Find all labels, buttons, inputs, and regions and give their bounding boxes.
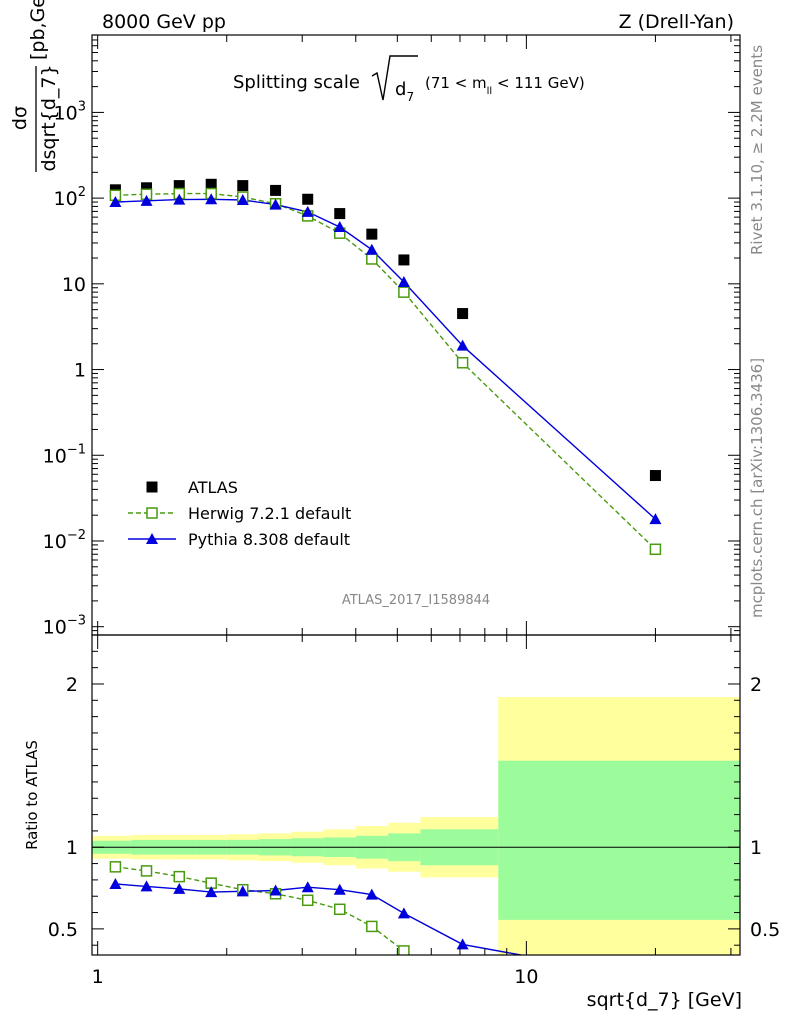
- ratio-pythia-8-308-default-point: [397, 907, 410, 919]
- legend-pythia-8-308-default-label: Pythia 8.308 default: [188, 530, 350, 549]
- pythia-8-308-default-point: [365, 243, 378, 255]
- atlas-point: [141, 182, 153, 194]
- pythia-8-308-default-point: [205, 193, 218, 205]
- analysis-watermark: ATLAS_2017_I1589844: [342, 593, 490, 608]
- ratio-frame: [91, 634, 741, 956]
- main-ytick-label: 1: [74, 360, 86, 382]
- ratio-ytick-label-right: 1: [750, 837, 762, 859]
- mcplots-label: mcplots.cern.ch [arXiv:1306.3436]: [748, 358, 766, 618]
- ratio-pythia-8-308-default-point: [365, 888, 378, 900]
- ratio-pythia-8-308-default-point: [173, 882, 186, 894]
- pythia-8-308-default-point: [269, 198, 282, 210]
- main-ylabel: dσ dsqrt{d_7} [pb,GeV-1]: [9, 0, 60, 172]
- ylabel-denominator: dsqrt{d_7}: [38, 64, 60, 171]
- pythia-8-308-default-point: [333, 221, 346, 233]
- rivet-label: Rivet 3.1.10, ≥ 2.2M events: [748, 45, 766, 255]
- ylabel-unit: [pb,GeV-1]: [25, 0, 49, 60]
- header-right: Z (Drell-Yan): [619, 11, 734, 33]
- ratio-ytick-label: 0.5: [48, 919, 78, 941]
- legend-atlas-marker: [146, 481, 158, 493]
- main-title-text: Splitting scale: [233, 72, 360, 93]
- ratio-pythia-8-308-default-point: [301, 881, 314, 893]
- main-ytick-label: 103: [54, 99, 86, 124]
- ratio-ylabel: Ratio to ATLAS: [23, 740, 41, 850]
- atlas-point: [334, 208, 346, 220]
- ratio-pythia-8-308-default-line: [115, 883, 521, 955]
- legend-herwig-7-2-1-default-label: Herwig 7.2.1 default: [188, 504, 351, 523]
- pythia-8-308-default-point: [236, 194, 249, 206]
- ratio-band-inner: [498, 760, 740, 920]
- ratio-ytick-label-right: 0.5: [750, 919, 780, 941]
- pythia-8-308-default-point: [397, 276, 410, 288]
- ratio-herwig-7-2-1-default-point: [333, 903, 346, 916]
- ratio-pythia-8-308-default-point: [236, 885, 249, 897]
- ratio-ytick-label: 2: [66, 674, 78, 696]
- pythia-8-308-default-point: [109, 196, 122, 208]
- pythia-8-308-default-point: [649, 513, 662, 525]
- atlas-point: [302, 193, 314, 205]
- atlas-point: [398, 254, 410, 266]
- atlas-point: [270, 184, 282, 196]
- ratio-pythia-8-308-default-point: [140, 880, 153, 892]
- title-symbol: d7: [395, 79, 414, 104]
- ratio-ytick-label: 1: [66, 837, 78, 859]
- main-ytick-label: 102: [54, 185, 86, 210]
- pythia-8-308-default-point: [173, 193, 186, 205]
- ratio-herwig-7-2-1-default-point: [366, 920, 378, 933]
- ratio-herwig-7-2-1-default-point: [140, 865, 153, 877]
- ratio-pythia-8-308-default-point: [269, 884, 282, 896]
- atlas-point: [457, 308, 469, 320]
- main-title: Splitting scale: [233, 72, 360, 93]
- atlas-point: [237, 180, 249, 192]
- ratio-herwig-7-2-1-default-point: [398, 945, 410, 955]
- ratio-pythia-8-308-default-point: [456, 938, 469, 950]
- herwig-7-2-1-default-point: [649, 543, 662, 556]
- ratio-ytick-label-right: 2: [750, 674, 762, 696]
- atlas-point: [173, 180, 185, 192]
- legend-atlas-label: ATLAS: [188, 478, 238, 497]
- atlas-point: [649, 470, 661, 482]
- legend-pythia-8-308-default-marker: [146, 533, 158, 544]
- legend: ATLAS Herwig 7.2.1 default Pythia 8.308 de…: [128, 478, 351, 549]
- atlas-point: [366, 228, 378, 240]
- pythia-8-308-default-line: [115, 198, 656, 520]
- ratio-xtick-label: 10: [514, 966, 538, 988]
- ratio-herwig-7-2-1-default-point: [301, 894, 314, 907]
- pythia-8-308-default-point: [456, 339, 469, 351]
- xlabel: sqrt{d_7} [GeV]: [587, 989, 742, 1011]
- herwig-7-2-1-default-point: [398, 286, 410, 298]
- legend-herwig-7-2-1-default-marker: [146, 507, 158, 519]
- main-ytick-label: 10−2: [43, 528, 86, 553]
- ratio-pythia-8-308-default-point: [205, 886, 218, 898]
- atlas-point: [205, 178, 217, 190]
- herwig-7-2-1-default-point: [456, 357, 469, 369]
- herwig-7-2-1-default-point: [366, 253, 378, 265]
- ratio-xtick-label: 1: [92, 966, 104, 988]
- main-ytick-label: 10−1: [43, 442, 86, 467]
- ratio-pythia-8-308-default-point: [109, 877, 122, 889]
- ratio-herwig-7-2-1-default-point: [109, 861, 122, 873]
- header-left: 8000 GeV pp: [102, 11, 226, 33]
- ratio-pythia-8-308-default-point: [333, 883, 346, 895]
- pythia-8-308-default-point: [140, 194, 153, 206]
- ylabel-numerator: dσ: [9, 106, 31, 130]
- main-ytick-label: 10: [62, 274, 86, 296]
- main-panel: 10−3 10−2 10−1 1 10 102 103 Splitting scale d7…: [9, 0, 741, 639]
- title-range: (71 < mll < 111 GeV): [425, 74, 585, 97]
- main-ytick-label: 10−3: [43, 614, 86, 639]
- title-sqrt-sign: [371, 55, 418, 101]
- pythia-8-308-default-point: [301, 205, 314, 217]
- ratio-herwig-7-2-1-default-point: [173, 870, 186, 883]
- ratio-panel: 0.5 0.5 1 1 2 2 1 10 Ratio to ATLAS sqrt{d_7} …: [23, 634, 780, 1011]
